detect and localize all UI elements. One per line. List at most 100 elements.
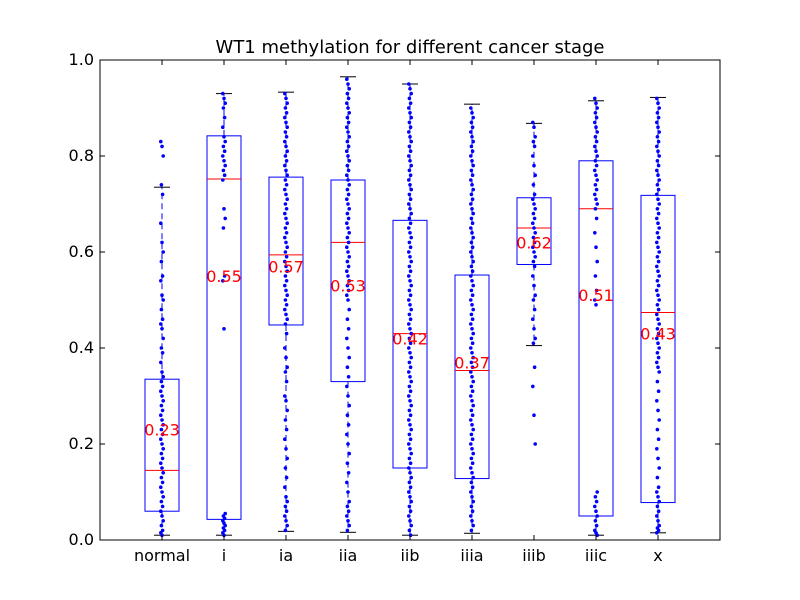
data-point bbox=[470, 111, 474, 115]
data-point bbox=[346, 298, 350, 302]
points-iia bbox=[345, 77, 352, 533]
data-point bbox=[656, 235, 661, 240]
data-point bbox=[408, 375, 412, 379]
data-point bbox=[469, 168, 474, 173]
data-point bbox=[408, 303, 412, 307]
data-point bbox=[221, 91, 225, 96]
chart-title: WT1 methylation for different cancer sta… bbox=[216, 37, 605, 58]
data-point bbox=[407, 418, 411, 422]
data-point bbox=[471, 403, 476, 408]
data-point bbox=[285, 269, 290, 274]
data-point bbox=[408, 231, 412, 235]
data-point bbox=[471, 115, 476, 120]
data-point bbox=[469, 154, 473, 158]
data-point bbox=[533, 254, 537, 259]
points-ia bbox=[283, 91, 290, 533]
data-point bbox=[347, 523, 352, 528]
data-point bbox=[283, 322, 288, 326]
data-point bbox=[656, 115, 661, 120]
data-point bbox=[657, 226, 661, 230]
data-point bbox=[159, 346, 164, 350]
data-point bbox=[345, 125, 349, 129]
data-point bbox=[470, 245, 475, 249]
data-point bbox=[345, 173, 349, 177]
x-tick-label-iia: iia bbox=[339, 546, 358, 565]
data-point bbox=[471, 235, 476, 240]
data-point bbox=[533, 293, 537, 298]
data-point bbox=[532, 365, 537, 370]
data-point bbox=[593, 120, 597, 125]
data-point bbox=[409, 403, 414, 408]
data-point bbox=[347, 135, 352, 139]
data-point bbox=[593, 192, 597, 197]
data-point bbox=[160, 351, 165, 355]
data-point bbox=[159, 379, 164, 384]
data-point bbox=[531, 259, 536, 264]
data-point bbox=[407, 274, 411, 278]
data-point bbox=[346, 250, 350, 254]
data-point bbox=[409, 283, 414, 288]
data-point bbox=[532, 250, 536, 254]
data-point bbox=[159, 485, 163, 490]
data-point bbox=[222, 274, 227, 278]
data-point bbox=[284, 312, 288, 317]
data-point bbox=[347, 254, 352, 259]
data-point bbox=[655, 135, 660, 139]
data-point bbox=[532, 226, 536, 230]
data-point bbox=[159, 509, 163, 513]
points-iiic bbox=[593, 96, 599, 537]
data-point bbox=[471, 355, 476, 360]
data-point bbox=[347, 231, 352, 235]
data-point bbox=[407, 504, 412, 509]
data-point bbox=[407, 346, 411, 350]
points-normal bbox=[159, 139, 165, 537]
data-point bbox=[531, 211, 536, 216]
data-point bbox=[594, 125, 598, 129]
data-point bbox=[222, 149, 227, 153]
data-point bbox=[222, 173, 227, 177]
data-point bbox=[470, 327, 474, 331]
data-point bbox=[283, 274, 288, 278]
data-point bbox=[469, 106, 473, 110]
data-point bbox=[284, 519, 288, 523]
data-point bbox=[655, 447, 659, 451]
data-point bbox=[531, 384, 535, 389]
data-point bbox=[655, 327, 660, 331]
data-point bbox=[221, 226, 226, 230]
data-point bbox=[285, 456, 290, 461]
data-point bbox=[469, 528, 474, 533]
data-point bbox=[161, 375, 165, 379]
data-point bbox=[347, 451, 352, 456]
data-point bbox=[655, 207, 660, 211]
data-point bbox=[532, 240, 537, 245]
data-point bbox=[657, 298, 661, 302]
data-point bbox=[283, 394, 287, 398]
data-point bbox=[345, 504, 350, 509]
data-point bbox=[655, 475, 660, 480]
data-point bbox=[221, 125, 225, 129]
data-point bbox=[655, 427, 660, 432]
data-point bbox=[655, 490, 659, 494]
data-point bbox=[469, 360, 474, 365]
x-tick-label-iiic: iiic bbox=[585, 546, 607, 565]
data-point bbox=[532, 283, 536, 288]
data-point bbox=[347, 307, 352, 312]
data-point bbox=[408, 341, 413, 346]
data-point bbox=[408, 254, 412, 259]
data-point bbox=[469, 130, 473, 134]
data-point bbox=[470, 471, 474, 475]
data-point bbox=[655, 351, 660, 355]
data-point bbox=[407, 130, 411, 134]
data-point bbox=[657, 466, 661, 470]
data-point bbox=[284, 495, 288, 499]
data-point bbox=[531, 221, 535, 225]
y-tick-label: 0.6 bbox=[69, 242, 94, 261]
data-point bbox=[594, 303, 598, 307]
y-tick-label: 1.0 bbox=[69, 50, 94, 69]
data-point bbox=[407, 384, 412, 389]
data-point bbox=[160, 432, 165, 437]
data-point bbox=[657, 370, 661, 374]
data-point bbox=[408, 471, 412, 475]
data-point bbox=[470, 293, 475, 298]
